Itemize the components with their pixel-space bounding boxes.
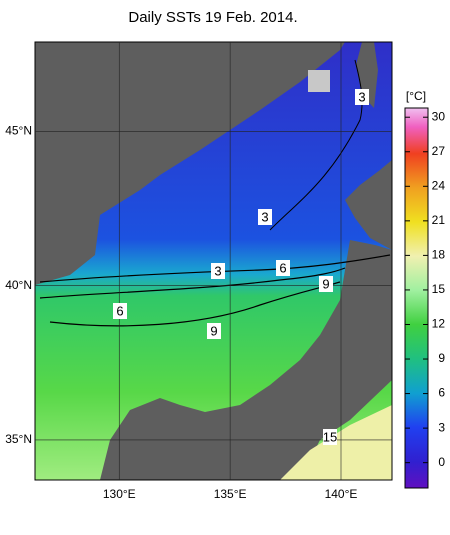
contour xyxy=(49,281,341,327)
contour-label-box xyxy=(211,263,225,279)
frame xyxy=(34,41,393,481)
contour-label-box xyxy=(319,276,333,292)
colorbar-tick-label: 30 xyxy=(432,109,446,123)
contour-label: 3 xyxy=(214,263,221,278)
contour-label-box xyxy=(323,429,337,445)
colorbar-tick-label: 15 xyxy=(432,282,446,296)
contour-label-box xyxy=(276,260,290,276)
colorbar-tick-label: 18 xyxy=(432,248,446,262)
missing-data xyxy=(308,70,330,92)
y-tick-label: 35°N xyxy=(5,432,32,446)
contour xyxy=(39,254,391,283)
contour-label-box xyxy=(355,89,369,105)
contour-label-box xyxy=(207,323,221,339)
x-tick-label: 130°E xyxy=(103,487,136,501)
honshu xyxy=(100,240,392,480)
x-tick-label: 135°E xyxy=(214,487,247,501)
y-tick-label: 45°N xyxy=(5,124,32,138)
contour-label: 3 xyxy=(358,89,365,104)
contour-label: 6 xyxy=(279,260,286,275)
colorbar-tick-label: 3 xyxy=(438,420,445,434)
contour-label: 15 xyxy=(323,429,337,444)
contour-label: 3 xyxy=(261,209,268,224)
map-body xyxy=(35,42,392,480)
colorbar-unit: [°C] xyxy=(406,89,426,103)
contour-label-box xyxy=(113,303,127,319)
colorbar-tick-label: 6 xyxy=(438,386,445,400)
contour xyxy=(269,59,363,231)
contour-label: 9 xyxy=(322,276,329,291)
contour-label: 9 xyxy=(210,323,217,338)
contour xyxy=(39,267,346,299)
hokkaido xyxy=(345,160,392,250)
colorbar-tick-label: 9 xyxy=(438,351,445,365)
colorbar-tick-label: 27 xyxy=(432,144,446,158)
colorbar-tick-label: 24 xyxy=(432,178,446,192)
contour-label-box xyxy=(258,209,272,225)
x-tick-label: 140°E xyxy=(325,487,358,501)
colorbar-tick-label: 0 xyxy=(438,455,445,469)
colorbar-tick-label: 12 xyxy=(432,317,446,331)
colorbar xyxy=(404,107,429,489)
title: Daily SSTs 19 Feb. 2014. xyxy=(128,9,297,26)
contour-label: 6 xyxy=(116,303,123,318)
colorbar-tick-label: 21 xyxy=(432,213,446,227)
y-tick-label: 40°N xyxy=(5,278,32,292)
